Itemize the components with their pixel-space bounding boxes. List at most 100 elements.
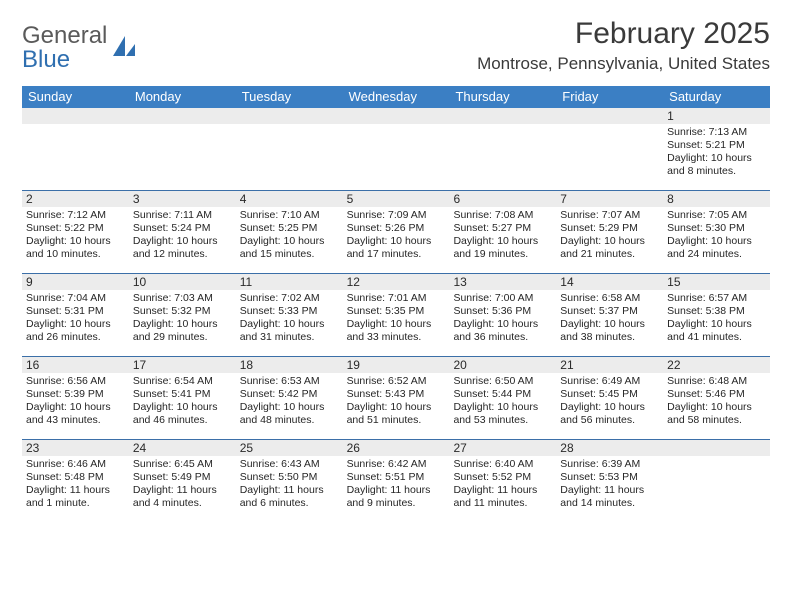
day-cell: Sunrise: 6:52 AMSunset: 5:43 PMDaylight:… bbox=[343, 373, 450, 439]
dl2-text: and 24 minutes. bbox=[667, 248, 766, 261]
dl1-text: Daylight: 10 hours bbox=[240, 318, 339, 331]
dow-cell: Wednesday bbox=[343, 86, 450, 108]
day-number: 2 bbox=[22, 191, 129, 207]
day-number: 4 bbox=[236, 191, 343, 207]
sunrise-text: Sunrise: 7:05 AM bbox=[667, 209, 766, 222]
calendar-grid: SundayMondayTuesdayWednesdayThursdayFrid… bbox=[22, 86, 770, 522]
day-number bbox=[22, 108, 129, 124]
dl2-text: and 26 minutes. bbox=[26, 331, 125, 344]
sunset-text: Sunset: 5:37 PM bbox=[560, 305, 659, 318]
brand-text: General Blue bbox=[22, 24, 107, 72]
dl2-text: and 12 minutes. bbox=[133, 248, 232, 261]
week-row: Sunrise: 6:46 AMSunset: 5:48 PMDaylight:… bbox=[22, 456, 770, 522]
sunset-text: Sunset: 5:21 PM bbox=[667, 139, 766, 152]
dl2-text: and 10 minutes. bbox=[26, 248, 125, 261]
sunrise-text: Sunrise: 7:01 AM bbox=[347, 292, 446, 305]
day-of-week-header: SundayMondayTuesdayWednesdayThursdayFrid… bbox=[22, 86, 770, 108]
dl2-text: and 8 minutes. bbox=[667, 165, 766, 178]
dl2-text: and 43 minutes. bbox=[26, 414, 125, 427]
week-row: Sunrise: 7:12 AMSunset: 5:22 PMDaylight:… bbox=[22, 207, 770, 273]
day-number: 6 bbox=[449, 191, 556, 207]
day-number bbox=[449, 108, 556, 124]
day-number: 13 bbox=[449, 274, 556, 290]
day-number bbox=[343, 108, 450, 124]
day-number: 14 bbox=[556, 274, 663, 290]
day-cell: Sunrise: 6:53 AMSunset: 5:42 PMDaylight:… bbox=[236, 373, 343, 439]
dl1-text: Daylight: 10 hours bbox=[133, 318, 232, 331]
day-number: 27 bbox=[449, 440, 556, 456]
dow-cell: Friday bbox=[556, 86, 663, 108]
dow-cell: Thursday bbox=[449, 86, 556, 108]
day-cell: Sunrise: 7:04 AMSunset: 5:31 PMDaylight:… bbox=[22, 290, 129, 356]
dl2-text: and 31 minutes. bbox=[240, 331, 339, 344]
dl1-text: Daylight: 10 hours bbox=[26, 401, 125, 414]
sunset-text: Sunset: 5:24 PM bbox=[133, 222, 232, 235]
dow-cell: Monday bbox=[129, 86, 236, 108]
day-cell: Sunrise: 7:05 AMSunset: 5:30 PMDaylight:… bbox=[663, 207, 770, 273]
day-number: 21 bbox=[556, 357, 663, 373]
sunrise-text: Sunrise: 6:52 AM bbox=[347, 375, 446, 388]
dl2-text: and 58 minutes. bbox=[667, 414, 766, 427]
sunset-text: Sunset: 5:45 PM bbox=[560, 388, 659, 401]
week-row: Sunrise: 7:04 AMSunset: 5:31 PMDaylight:… bbox=[22, 290, 770, 356]
day-cell: Sunrise: 6:42 AMSunset: 5:51 PMDaylight:… bbox=[343, 456, 450, 522]
day-cell: Sunrise: 6:46 AMSunset: 5:48 PMDaylight:… bbox=[22, 456, 129, 522]
calendar-page: General Blue February 2025 Montrose, Pen… bbox=[0, 0, 792, 522]
sunset-text: Sunset: 5:53 PM bbox=[560, 471, 659, 484]
dow-cell: Sunday bbox=[22, 86, 129, 108]
sunrise-text: Sunrise: 6:45 AM bbox=[133, 458, 232, 471]
dl2-text: and 36 minutes. bbox=[453, 331, 552, 344]
day-cell: Sunrise: 6:49 AMSunset: 5:45 PMDaylight:… bbox=[556, 373, 663, 439]
daynum-row: 2345678 bbox=[22, 190, 770, 207]
dl2-text: and 9 minutes. bbox=[347, 497, 446, 510]
dl2-text: and 17 minutes. bbox=[347, 248, 446, 261]
day-number: 22 bbox=[663, 357, 770, 373]
day-cell: Sunrise: 7:07 AMSunset: 5:29 PMDaylight:… bbox=[556, 207, 663, 273]
dl1-text: Daylight: 10 hours bbox=[667, 235, 766, 248]
sail-icon bbox=[111, 34, 137, 60]
day-number: 16 bbox=[22, 357, 129, 373]
day-number bbox=[236, 108, 343, 124]
dl1-text: Daylight: 10 hours bbox=[453, 401, 552, 414]
dl1-text: Daylight: 11 hours bbox=[133, 484, 232, 497]
dl1-text: Daylight: 10 hours bbox=[240, 401, 339, 414]
location-text: Montrose, Pennsylvania, United States bbox=[477, 54, 770, 74]
day-number: 28 bbox=[556, 440, 663, 456]
day-cell: Sunrise: 7:13 AMSunset: 5:21 PMDaylight:… bbox=[663, 124, 770, 190]
sunset-text: Sunset: 5:51 PM bbox=[347, 471, 446, 484]
day-cell: Sunrise: 6:48 AMSunset: 5:46 PMDaylight:… bbox=[663, 373, 770, 439]
sunrise-text: Sunrise: 6:57 AM bbox=[667, 292, 766, 305]
day-number: 19 bbox=[343, 357, 450, 373]
dl1-text: Daylight: 10 hours bbox=[26, 318, 125, 331]
sunrise-text: Sunrise: 7:10 AM bbox=[240, 209, 339, 222]
sunset-text: Sunset: 5:42 PM bbox=[240, 388, 339, 401]
day-cell-empty bbox=[556, 124, 663, 190]
day-cell: Sunrise: 6:56 AMSunset: 5:39 PMDaylight:… bbox=[22, 373, 129, 439]
sunset-text: Sunset: 5:39 PM bbox=[26, 388, 125, 401]
day-cell: Sunrise: 7:08 AMSunset: 5:27 PMDaylight:… bbox=[449, 207, 556, 273]
dl2-text: and 6 minutes. bbox=[240, 497, 339, 510]
day-number: 9 bbox=[22, 274, 129, 290]
dl2-text: and 33 minutes. bbox=[347, 331, 446, 344]
sunrise-text: Sunrise: 6:40 AM bbox=[453, 458, 552, 471]
daynum-row: 9101112131415 bbox=[22, 273, 770, 290]
day-cell: Sunrise: 6:57 AMSunset: 5:38 PMDaylight:… bbox=[663, 290, 770, 356]
sunrise-text: Sunrise: 7:13 AM bbox=[667, 126, 766, 139]
dl1-text: Daylight: 10 hours bbox=[133, 401, 232, 414]
sunset-text: Sunset: 5:22 PM bbox=[26, 222, 125, 235]
dl2-text: and 11 minutes. bbox=[453, 497, 552, 510]
day-number: 3 bbox=[129, 191, 236, 207]
sunrise-text: Sunrise: 7:02 AM bbox=[240, 292, 339, 305]
day-cell: Sunrise: 7:02 AMSunset: 5:33 PMDaylight:… bbox=[236, 290, 343, 356]
sunset-text: Sunset: 5:26 PM bbox=[347, 222, 446, 235]
day-number: 10 bbox=[129, 274, 236, 290]
dl2-text: and 1 minute. bbox=[26, 497, 125, 510]
day-number: 17 bbox=[129, 357, 236, 373]
dl1-text: Daylight: 10 hours bbox=[133, 235, 232, 248]
day-cell: Sunrise: 6:39 AMSunset: 5:53 PMDaylight:… bbox=[556, 456, 663, 522]
day-number: 20 bbox=[449, 357, 556, 373]
week-row: Sunrise: 6:56 AMSunset: 5:39 PMDaylight:… bbox=[22, 373, 770, 439]
sunrise-text: Sunrise: 7:09 AM bbox=[347, 209, 446, 222]
day-number: 25 bbox=[236, 440, 343, 456]
dow-cell: Tuesday bbox=[236, 86, 343, 108]
